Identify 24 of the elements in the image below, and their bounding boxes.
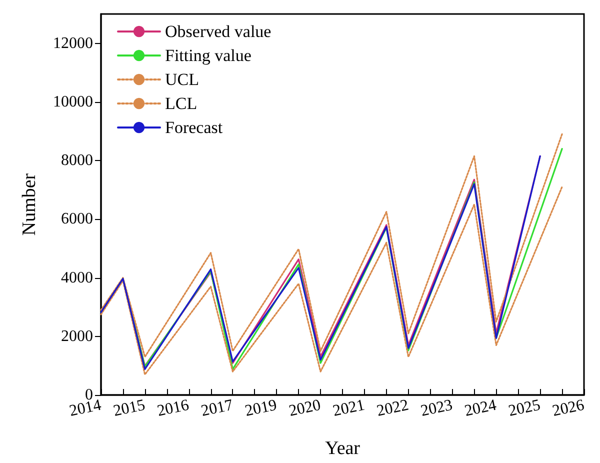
legend-label: Fitting value — [165, 46, 252, 65]
legend-label: Observed value — [165, 22, 272, 41]
y-tick-label: 10000 — [53, 93, 93, 110]
x-tick-label: 2020 — [288, 396, 322, 420]
x-tick-label: 2017 — [200, 396, 235, 420]
legend-label: Forecast — [165, 118, 223, 137]
x-tick-label: 2019 — [244, 396, 278, 420]
x-axis-title: Year — [324, 438, 361, 459]
x-tick-label: 2022 — [375, 396, 410, 420]
x-tick-label: 2016 — [156, 396, 191, 420]
y-tick-label: 2000 — [61, 328, 93, 345]
x-tick-label: 2025 — [507, 396, 542, 420]
x-tick-label: 2023 — [419, 396, 454, 420]
y-tick-label: 8000 — [61, 152, 93, 170]
x-tick-label: 2015 — [112, 396, 147, 420]
y-tick-label: 12000 — [53, 34, 93, 52]
y-tick-label: 4000 — [61, 269, 93, 286]
x-tick-label: 2021 — [331, 396, 366, 420]
y-axis-title: Number — [19, 172, 40, 236]
legend-label: LCL — [165, 94, 198, 113]
x-tick-label: 2026 — [550, 396, 586, 420]
y-tick-label: 6000 — [61, 210, 93, 228]
x-tick-label: 2024 — [463, 396, 498, 420]
legend-label: UCL — [165, 70, 199, 89]
